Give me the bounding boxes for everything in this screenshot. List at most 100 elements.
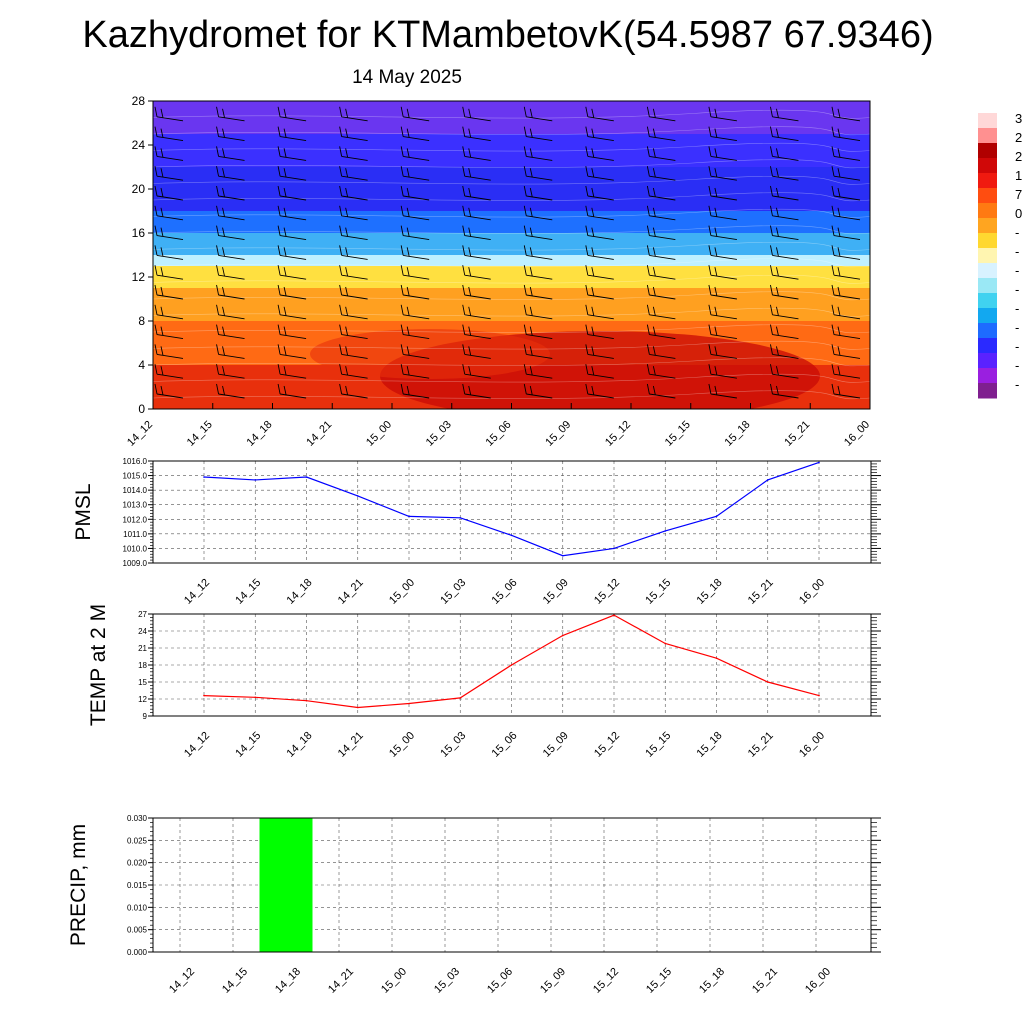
wind-barb xyxy=(646,364,676,379)
wind-barb xyxy=(339,324,368,340)
colorbar-label: 0 xyxy=(1015,206,1022,221)
wind-barb xyxy=(154,364,184,379)
x-tick-label: 15_12 xyxy=(592,730,622,760)
colorbar-swatch xyxy=(978,383,997,399)
x-tick-label: 15_03 xyxy=(432,966,462,996)
wind-barb xyxy=(708,146,737,161)
panel-frame xyxy=(152,460,872,564)
contour-line xyxy=(153,109,870,119)
wind-barb xyxy=(216,383,245,399)
wind-barb xyxy=(646,146,676,161)
x-tick-label: 14_12 xyxy=(182,577,212,607)
contour-band xyxy=(153,255,870,266)
wind-barb xyxy=(277,324,307,340)
wind-barb xyxy=(770,225,799,241)
y-tick-label: 12 xyxy=(138,695,147,704)
wind-barb xyxy=(154,284,184,300)
wind-barb xyxy=(339,126,368,142)
y-tick-label: 0.020 xyxy=(127,859,148,868)
wind-barb xyxy=(277,106,307,122)
wind-barb xyxy=(400,205,430,221)
wind-barb xyxy=(277,166,307,181)
wind-barb xyxy=(216,344,245,359)
wind-barb xyxy=(339,166,368,181)
data-point xyxy=(203,476,205,478)
data-point xyxy=(715,657,718,659)
figure-subtitle: 14 May 2025 xyxy=(352,67,462,88)
wind-barb xyxy=(216,265,245,280)
wind-barb xyxy=(154,245,184,260)
x-tick-label: 15_06 xyxy=(485,966,515,996)
contour-line xyxy=(153,291,870,301)
x-tick-label: 15_15 xyxy=(644,966,674,996)
x-tick-label: 15_15 xyxy=(643,577,673,607)
wind-barb xyxy=(585,106,614,122)
colorbar-label: - xyxy=(1015,225,1019,240)
wind-barb xyxy=(216,205,245,221)
wind-barb xyxy=(831,106,861,122)
wind-barb xyxy=(646,205,676,221)
x-tick-label: 15_18 xyxy=(695,730,725,760)
wind-barb xyxy=(277,126,307,142)
wind-barb xyxy=(646,284,676,300)
colorbar-label: 3 xyxy=(1015,111,1022,126)
x-tick-label: 14_15 xyxy=(233,577,263,607)
x-tick-label: 14_21 xyxy=(304,419,334,449)
wind-barb xyxy=(770,106,799,122)
wind-barb xyxy=(585,205,614,221)
wind-barb xyxy=(831,225,861,241)
contour-line xyxy=(153,126,870,136)
x-tick-label: 15_00 xyxy=(379,966,409,996)
wind-barb xyxy=(216,106,245,122)
wind-barb xyxy=(154,225,184,241)
y-tick-label: 15 xyxy=(138,678,147,687)
contour-band xyxy=(153,134,870,167)
wind-barb xyxy=(585,304,614,320)
wind-barb xyxy=(462,364,491,379)
wind-barb xyxy=(770,245,799,260)
y-tick-label: 0.015 xyxy=(127,881,148,890)
wind-barb xyxy=(216,304,245,320)
wind-barb xyxy=(831,383,861,399)
colorbar-swatch xyxy=(978,263,997,279)
y-tick-label: 1014.0 xyxy=(123,486,148,495)
wind-barb xyxy=(339,225,368,241)
wind-barb xyxy=(154,324,184,340)
wind-barb xyxy=(831,146,861,161)
wind-barb xyxy=(523,185,553,201)
y-tick-label: 0 xyxy=(138,402,145,416)
wind-barb xyxy=(646,304,676,320)
contour-line xyxy=(153,307,870,317)
wind-barb xyxy=(400,146,430,161)
x-tick-label: 14_18 xyxy=(273,966,303,996)
figure-title: Kazhydromet for KTMambetovK(54.5987 67.9… xyxy=(82,14,933,56)
x-tick-label: 15_21 xyxy=(782,419,812,449)
wind-barb xyxy=(400,304,430,320)
y-tick-label: 18 xyxy=(138,661,147,670)
wind-barb xyxy=(831,265,861,280)
wind-barb xyxy=(523,304,553,320)
grid xyxy=(153,460,871,564)
x-tick-label: 15_12 xyxy=(592,577,622,607)
y-axis-label: TEMP at 2 M xyxy=(87,604,110,726)
wind-barb xyxy=(708,344,737,359)
x-tick-label: 14_15 xyxy=(233,730,263,760)
wind-barb xyxy=(339,265,368,280)
data-point xyxy=(818,694,820,697)
x-tick-label: 14_21 xyxy=(326,966,356,996)
data-point xyxy=(664,530,667,532)
wind-barb xyxy=(216,324,245,340)
y-tick-label: 28 xyxy=(132,94,146,108)
y-axis-label: PMSL xyxy=(72,483,95,540)
contour-line xyxy=(153,225,870,235)
wind-barb xyxy=(646,106,676,122)
wind-barb xyxy=(400,106,430,122)
y-tick-label: 1013.0 xyxy=(123,501,148,510)
y-tick-label: 0.025 xyxy=(127,836,148,845)
wind-barb xyxy=(585,364,614,379)
wind-barb xyxy=(462,185,491,201)
wind-barb xyxy=(400,284,430,300)
wind-barb xyxy=(770,284,799,300)
x-tick-label: 15_03 xyxy=(438,577,468,607)
x-tick-label: 15_18 xyxy=(695,577,725,607)
